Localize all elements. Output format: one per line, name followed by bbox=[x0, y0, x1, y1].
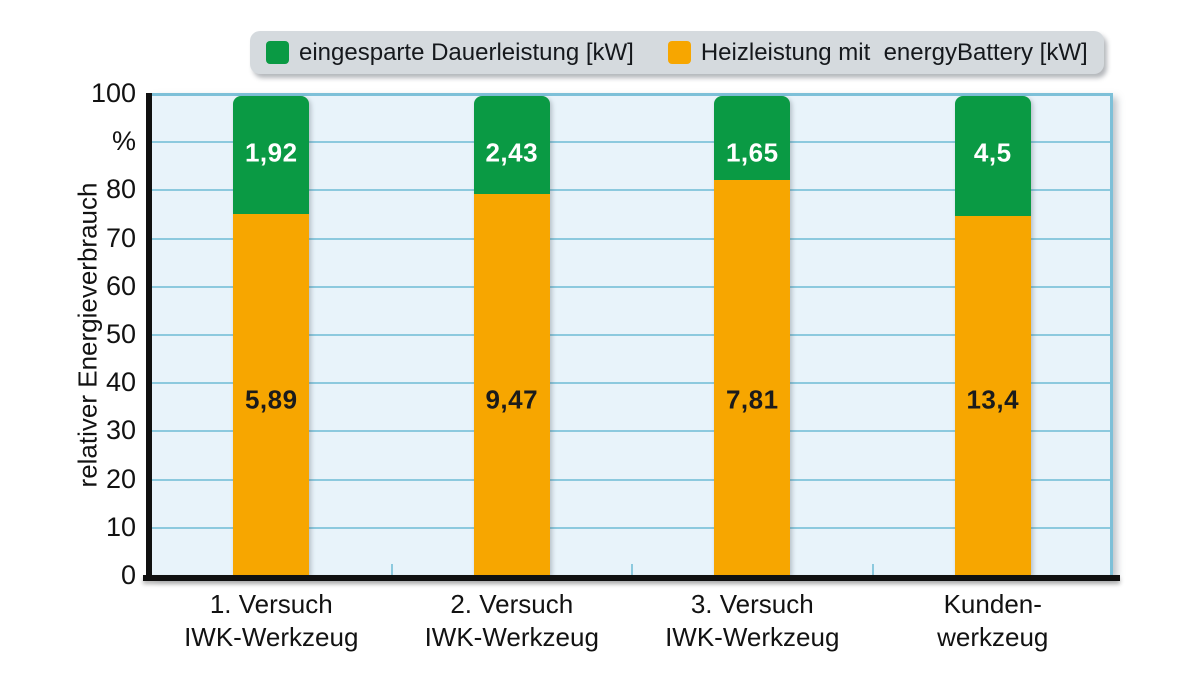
bar-value-label-saved-power: 1,92 bbox=[244, 137, 298, 168]
y-tick-label-40: 40 bbox=[105, 367, 136, 398]
gridline-60 bbox=[151, 285, 1110, 288]
bar-group: 1,92 5,89 bbox=[233, 96, 310, 575]
category-tick bbox=[390, 564, 393, 575]
y-tick-label-20: 20 bbox=[105, 463, 136, 494]
gridline-40 bbox=[151, 382, 1110, 385]
gridline-10 bbox=[151, 526, 1110, 529]
bar-segment-saved-power bbox=[954, 96, 1031, 217]
bar-segment-heating-power bbox=[233, 213, 310, 575]
category-tick bbox=[631, 564, 633, 575]
y-tick-label-30: 30 bbox=[105, 415, 136, 446]
y-axis-line bbox=[146, 93, 152, 581]
gridline-90 bbox=[151, 141, 1110, 144]
legend-label-saved-power: eingesparte Dauerleistung [kW] bbox=[299, 38, 634, 66]
x-tick-label: 2. Versuch IWK-Werkzeug bbox=[392, 588, 633, 654]
y-axis-tick-labels: 100% 80 70 60 50 40 30 20 10 0 bbox=[0, 80, 140, 589]
legend: eingesparte Dauerleistung [kW] Heizleist… bbox=[250, 31, 1104, 74]
legend-label-heating-power: Heizleistung mit energyBattery [kW] bbox=[700, 38, 1088, 66]
bar-value-label-heating-power: 5,89 bbox=[244, 384, 298, 415]
category-tick bbox=[871, 564, 874, 575]
bar-value-label-saved-power: 2,43 bbox=[485, 137, 539, 168]
y-tick-label-%: % bbox=[111, 126, 136, 157]
x-tick-label-line: IWK-Werkzeug bbox=[424, 622, 599, 652]
bar-segment-saved-power bbox=[714, 96, 791, 180]
x-tick-label-line: 1. Versuch bbox=[209, 589, 333, 619]
gridline-70 bbox=[151, 237, 1110, 240]
x-axis-line bbox=[143, 575, 1120, 581]
bar-value-label-heating-power: 9,47 bbox=[485, 384, 539, 415]
x-tick-label-line: 3. Versuch bbox=[690, 589, 814, 619]
x-tick-label-line: Kunden- bbox=[943, 589, 1042, 619]
x-tick-label: 1. Versuch IWK-Werkzeug bbox=[151, 588, 392, 654]
x-tick-label-line: IWK-Werkzeug bbox=[665, 622, 840, 652]
y-tick-label-70: 70 bbox=[105, 222, 136, 253]
gridline-50 bbox=[151, 334, 1110, 336]
y-tick-label-10: 10 bbox=[105, 511, 136, 542]
bar-group: 2,43 9,47 bbox=[473, 96, 550, 575]
gridline-80 bbox=[151, 189, 1110, 192]
plot-panel: 1,92 5,89 2,43 9,47 1,65 7,81 4,5 13,4 bbox=[151, 93, 1113, 575]
bar-value-label-saved-power: 1,65 bbox=[725, 137, 779, 168]
y-tick-label-0: 0 bbox=[120, 560, 136, 590]
bar-segment-saved-power bbox=[473, 96, 550, 194]
bar-value-label-heating-power: 13,4 bbox=[966, 384, 1020, 415]
legend-item-saved-power: eingesparte Dauerleistung [kW] bbox=[266, 39, 634, 67]
legend-swatch-green bbox=[266, 41, 289, 64]
bar-segment-heating-power bbox=[954, 216, 1031, 575]
gridline-20 bbox=[151, 478, 1110, 481]
x-tick-label: Kunden-werkzeug bbox=[873, 588, 1114, 654]
y-tick-label-80: 80 bbox=[105, 174, 136, 205]
y-tick-label-50: 50 bbox=[105, 319, 136, 349]
bar-segment-saved-power bbox=[233, 96, 310, 214]
x-axis-labels: 1. Versuch IWK-Werkzeug 2. Versuch IWK-Werk… bbox=[151, 588, 1113, 658]
legend-item-heating-power: Heizleistung mit energyBattery [kW] bbox=[667, 38, 1088, 67]
gridline-30 bbox=[151, 430, 1110, 433]
x-tick-label-line: werkzeug bbox=[937, 622, 1049, 652]
x-tick-label: 3. Versuch IWK-Werkzeug bbox=[632, 588, 873, 654]
x-tick-label-line: 2. Versuch bbox=[450, 589, 574, 619]
bar-value-label-saved-power: 4,5 bbox=[973, 137, 1012, 168]
y-tick-label-100: 100 bbox=[90, 78, 136, 108]
x-tick-label-line: IWK-Werkzeug bbox=[184, 622, 359, 652]
bar-value-label-heating-power: 7,81 bbox=[725, 384, 779, 415]
bar-segment-heating-power bbox=[473, 193, 550, 575]
bar-group: 4,5 13,4 bbox=[954, 96, 1031, 575]
legend-swatch-orange bbox=[667, 41, 691, 64]
bar-segment-heating-power bbox=[714, 179, 791, 575]
y-tick-label-60: 60 bbox=[105, 270, 136, 301]
bar-group: 1,65 7,81 bbox=[714, 96, 791, 575]
